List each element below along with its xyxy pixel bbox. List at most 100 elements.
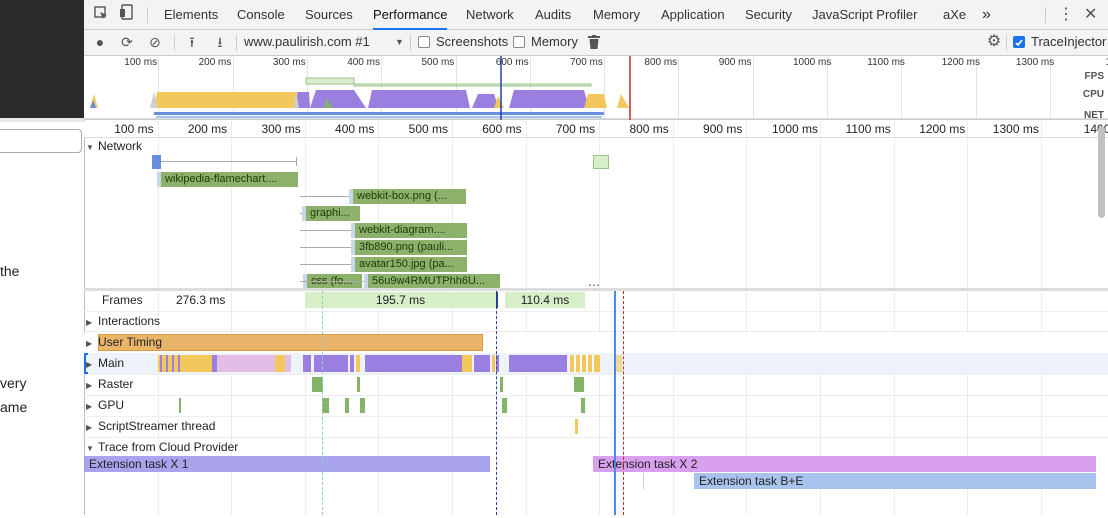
user-timing-bar[interactable] (98, 334, 483, 351)
network-track-header[interactable]: ▼ Network (86, 136, 142, 156)
raster-label: Raster (98, 377, 134, 391)
tab-javascript-profiler[interactable]: JavaScript Profiler (812, 7, 918, 22)
track-separator (84, 395, 1108, 396)
network-request-wait (351, 257, 355, 272)
overview-gridline (529, 57, 531, 119)
overview-tick-label: 140 (1090, 57, 1108, 68)
task-tick (643, 473, 644, 489)
network-request-bar[interactable]: avatar150.jpg (pa... (355, 257, 467, 272)
network-request-doc[interactable] (152, 155, 161, 169)
timeline-gridline (378, 121, 380, 515)
clear-icon[interactable]: ⊘ (149, 34, 161, 50)
toolbar-separator (236, 35, 237, 51)
traceinjector-label: TraceInjector (1031, 34, 1107, 49)
main-label: Main (98, 356, 125, 370)
scriptstreamer-track[interactable]: ▶ ScriptStreamer thread (86, 416, 215, 436)
main-track[interactable]: ▶ Main (86, 353, 124, 373)
extension-task-1[interactable]: Extension task X 1 (84, 456, 490, 472)
network-request-bar[interactable]: webkit-diagram.... (355, 223, 467, 238)
load-profile-icon[interactable]: ⭱ (189, 34, 195, 50)
track-separator (84, 437, 1108, 438)
tab-memory[interactable]: Memory (593, 7, 640, 22)
page-header-dark (0, 0, 84, 118)
trash-icon[interactable] (586, 30, 602, 56)
network-request-wait (364, 274, 368, 289)
main-track-row (84, 353, 1108, 374)
interactions-label: Interactions (98, 314, 161, 328)
frame-duration[interactable]: 276.3 ms (176, 293, 226, 307)
expand-triangle-icon: ▶ (86, 360, 93, 369)
network-request-bar[interactable]: wikipedia-flamechart.... (161, 172, 298, 187)
timeline-gridline (746, 121, 748, 515)
ruler-tick-label: 900 ms (703, 122, 743, 136)
screenshots-checkbox[interactable] (418, 36, 430, 48)
network-request-bar[interactable]: 3fb890.png (pauli... (355, 240, 467, 255)
tab-axe[interactable]: aXe (943, 7, 967, 22)
tab-separator (147, 7, 148, 23)
expand-triangle-icon: ▶ (86, 339, 93, 348)
tab-performance[interactable]: Performance (373, 0, 448, 30)
close-icon[interactable]: ✕ (1084, 6, 1098, 23)
gpu-track[interactable]: ▶ GPU (86, 395, 124, 415)
settings-gear-icon[interactable]: ⚙ (986, 33, 1002, 50)
overview-gridline (827, 57, 828, 119)
screenshots-label: Screenshots (436, 34, 509, 49)
tab-console[interactable]: Console (237, 7, 285, 22)
frames-label: Frames (102, 293, 143, 307)
device-toolbar-icon[interactable] (118, 3, 136, 27)
inspect-element-icon[interactable] (92, 3, 110, 27)
raster-track[interactable]: ▶ Raster (86, 374, 133, 394)
traceinjector-checkbox[interactable] (1013, 36, 1025, 48)
network-scrollbar[interactable] (1098, 126, 1105, 218)
timeline-gridline (157, 121, 159, 515)
load-marker-line (623, 291, 624, 515)
interactions-track[interactable]: ▶ Interactions (86, 311, 160, 331)
overview-tick-label: 1100 ms (867, 57, 905, 68)
ruler-tick-label: 1100 ms (845, 122, 891, 136)
network-request-bar[interactable]: graphi... (306, 206, 360, 221)
network-request-wait (302, 206, 306, 221)
network-request-late[interactable] (593, 155, 609, 169)
recording-select[interactable]: www.paulirish.com #1 (244, 34, 370, 49)
save-profile-icon[interactable]: ⭳ (217, 34, 223, 50)
more-tabs-icon[interactable]: » (982, 6, 991, 23)
network-request-bar[interactable]: 56u9w4RMUTPhh6U... (368, 274, 500, 289)
overview-tick-label: 800 ms (644, 57, 678, 68)
memory-checkbox[interactable] (513, 36, 525, 48)
network-request-wait (351, 223, 355, 238)
ruler-tick-label: 1200 ms (919, 122, 966, 136)
frame-block[interactable]: 195.7 ms (305, 292, 496, 308)
user-timing-track[interactable]: ▶ User Timing (86, 332, 162, 352)
kebab-menu-icon[interactable]: ⋮ (1058, 6, 1074, 23)
timeline-gridline (304, 121, 306, 515)
network-request-bar[interactable]: webkit-box.png (... (353, 189, 466, 204)
first-paint-marker-line (496, 291, 497, 515)
dcl-marker-line (322, 291, 323, 515)
network-request-line (300, 247, 355, 248)
tab-security[interactable]: Security (745, 7, 792, 22)
cloud-provider-track[interactable]: ▼ Trace from Cloud Provider (86, 437, 238, 457)
extension-task-2[interactable]: Extension task X 2 (593, 456, 1096, 472)
extension-task-3[interactable]: Extension task B+E (694, 473, 1096, 489)
section-divider[interactable] (84, 288, 1108, 291)
timeline-overview[interactable] (84, 56, 1108, 120)
ruler-tick-label: 400 ms (335, 122, 375, 136)
ruler-tick-label: 800 ms (629, 122, 669, 136)
tab-elements[interactable]: Elements (164, 7, 219, 22)
timeline-gridline (1040, 121, 1042, 515)
overview-tick-label: 300 ms (272, 57, 306, 68)
time-ruler (84, 121, 1108, 138)
tab-audits[interactable]: Audits (535, 7, 572, 22)
expand-triangle-icon: ▶ (86, 402, 93, 411)
frame-block[interactable]: 110.4 ms (505, 292, 585, 308)
timeline-gridline (893, 121, 895, 515)
overview-gridline (1049, 57, 1051, 119)
tab-network[interactable]: Network (466, 7, 514, 22)
devtools-tab-bar (84, 0, 1108, 30)
overview-tick-label: 500 ms (421, 57, 455, 68)
reload-icon[interactable]: ⟳ (121, 34, 133, 50)
page-input[interactable] (0, 129, 82, 153)
record-icon[interactable]: ● (95, 34, 105, 50)
tab-sources[interactable]: Sources (305, 7, 353, 22)
tab-application[interactable]: Application (661, 7, 725, 22)
